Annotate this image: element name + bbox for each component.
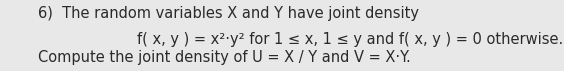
Text: 6)  The random variables X and Y have joint density: 6) The random variables X and Y have joi… (38, 6, 420, 21)
Text: f( x, y ) = x²·y² for 1 ≤ x, 1 ≤ y and f( x, y ) = 0 otherwise.: f( x, y ) = x²·y² for 1 ≤ x, 1 ≤ y and f… (136, 32, 563, 47)
Text: Compute the joint density of U = X / Y and V = X·Y.: Compute the joint density of U = X / Y a… (38, 50, 411, 65)
